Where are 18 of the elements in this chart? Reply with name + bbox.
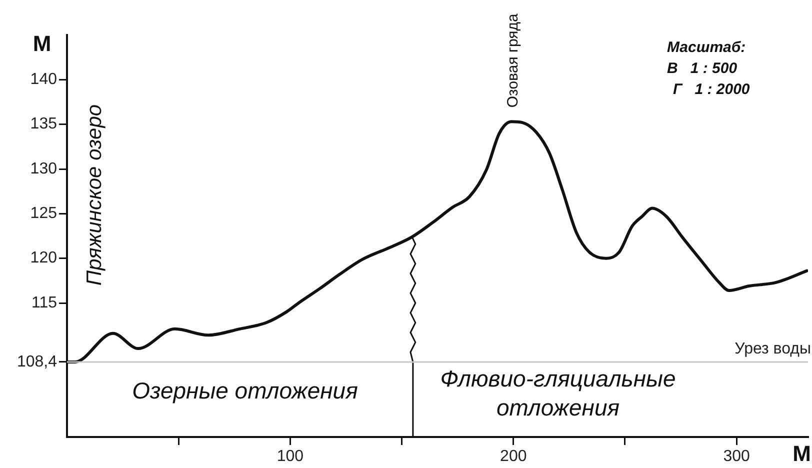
y-tick-label: 130	[30, 160, 58, 178]
annotation: Флювио-гляциальные отложения	[440, 365, 676, 420]
x-axis-title: М	[792, 441, 811, 466]
y-tick-label: 120	[30, 250, 58, 267]
x-tick-label: 300	[723, 448, 750, 466]
y-tick-label: 115	[31, 294, 58, 312]
annotation: Озерные отложения	[132, 377, 358, 404]
x-tick-label: 100	[276, 448, 304, 466]
annotation: Озовая гряда	[504, 12, 522, 108]
x-tick-label: 200	[500, 448, 527, 466]
y-axis-title: М	[32, 31, 52, 56]
annotation: Пряжинское озеро	[82, 104, 106, 286]
annotation: Масштаб: В 1 : 500 Г 1 : 2000	[667, 39, 750, 98]
y-tick-label: 108,4	[16, 353, 58, 370]
y-tick-label: 125	[30, 205, 58, 222]
y-tick-label: 140	[30, 71, 58, 88]
ref-line-label: Урез воды	[734, 340, 811, 358]
y-tick-label: 135	[30, 116, 58, 133]
